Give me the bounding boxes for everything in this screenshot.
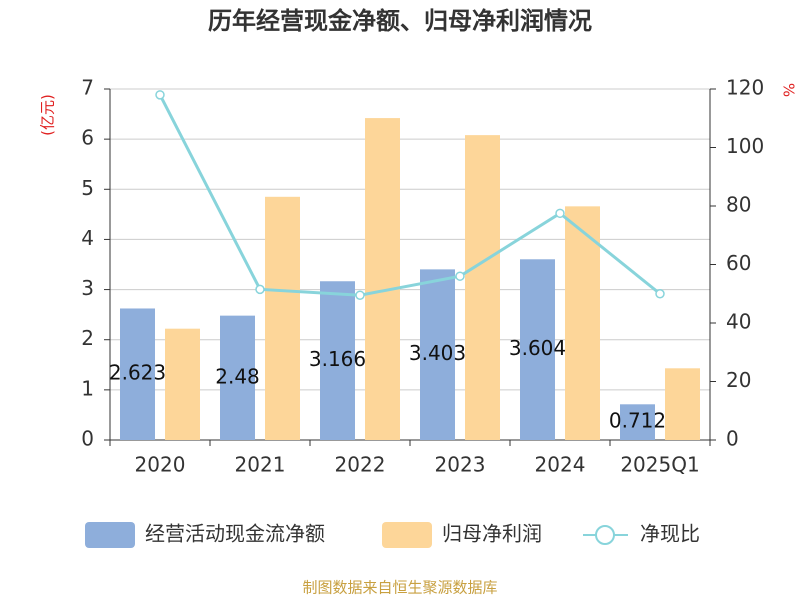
bar xyxy=(665,368,700,440)
bar xyxy=(465,135,500,441)
bar xyxy=(320,281,355,440)
legend-label: 经营活动现金流净额 xyxy=(145,522,325,546)
x-tick-label: 2024 xyxy=(535,453,586,477)
bar xyxy=(420,269,455,440)
y-tick-label: 2 xyxy=(81,326,94,350)
bar xyxy=(365,118,400,440)
data-label: 0.712 xyxy=(609,409,666,433)
y2-tick-label: 120 xyxy=(726,76,764,100)
y2-tick-label: 0 xyxy=(726,427,739,451)
legend-swatch xyxy=(595,525,615,545)
line-point xyxy=(655,289,665,299)
chart-title: 历年经营现金净额、归母净利润情况 xyxy=(208,7,592,35)
footer: 制图数据来自恒生聚源数据库 xyxy=(302,579,497,597)
data-label: 3.604 xyxy=(509,336,566,360)
bar xyxy=(165,328,200,440)
y2-axis-label: % xyxy=(780,83,798,97)
line-point xyxy=(255,284,265,295)
line-point xyxy=(355,290,365,300)
bar xyxy=(620,404,655,440)
x-tick-label: 2020 xyxy=(135,453,186,477)
data-label: 2.623 xyxy=(109,361,166,385)
y2-tick-label: 80 xyxy=(726,193,751,217)
legend-swatch xyxy=(382,522,432,548)
y-tick-label: 5 xyxy=(81,176,94,200)
line-point xyxy=(155,90,165,100)
x-tick-label: 2023 xyxy=(435,453,486,477)
y-tick-label: 3 xyxy=(81,276,94,300)
line-point xyxy=(555,208,565,219)
data-label: 3.403 xyxy=(409,341,466,365)
y-tick-label: 6 xyxy=(81,126,94,150)
line xyxy=(158,94,661,297)
y2-tick-label: 40 xyxy=(726,310,751,334)
data-label: 2.48 xyxy=(215,364,260,388)
bar xyxy=(120,308,155,440)
y2-tick-label: 60 xyxy=(726,251,751,275)
bar xyxy=(565,206,600,440)
y-tick-label: 4 xyxy=(81,226,94,250)
y-tick-label: 0 xyxy=(81,427,94,451)
data-label: 3.166 xyxy=(309,347,366,371)
x-tick-label: 2022 xyxy=(335,453,386,477)
legend-swatch xyxy=(85,522,135,548)
x-tick-label: 2021 xyxy=(235,453,286,477)
y2-tick-label: 20 xyxy=(726,368,751,392)
y2-tick-label: 100 xyxy=(726,134,764,158)
y-tick-label: 7 xyxy=(81,76,94,100)
legend-label: 净现比 xyxy=(640,522,700,546)
line-point xyxy=(455,271,465,281)
bar xyxy=(220,315,255,440)
legend-label: 归母净利润 xyxy=(442,522,542,546)
bar xyxy=(265,196,300,440)
y-axis-label: (亿元) xyxy=(39,94,57,136)
x-tick-label: 2025Q1 xyxy=(620,453,699,477)
y-tick-label: 1 xyxy=(81,376,94,400)
bar xyxy=(520,259,555,440)
